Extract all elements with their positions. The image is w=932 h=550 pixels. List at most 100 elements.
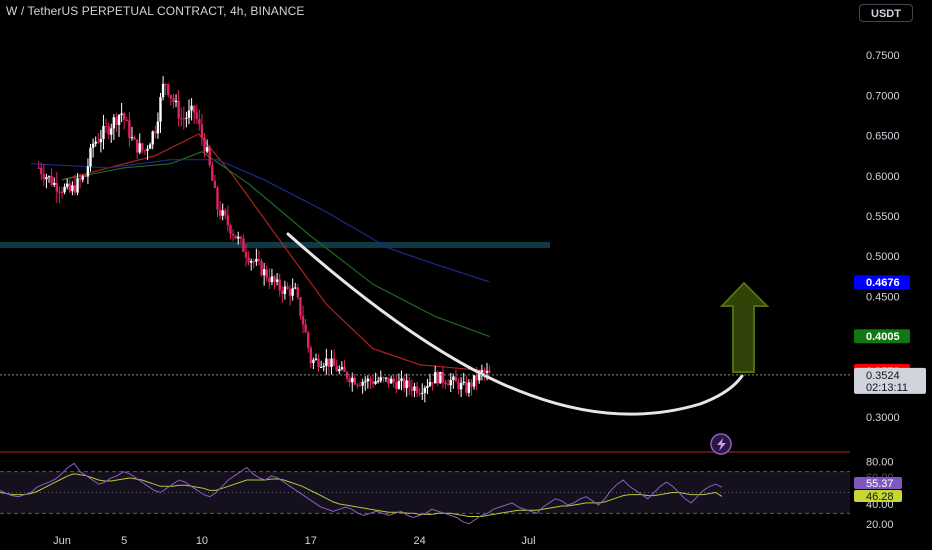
- candle-body: [211, 165, 214, 181]
- candle-body: [187, 110, 191, 118]
- candle-body: [104, 125, 108, 127]
- candle-body: [68, 183, 71, 192]
- candle-body: [86, 166, 90, 177]
- candle-body: [107, 126, 110, 135]
- candle-body: [112, 117, 116, 129]
- candle-body: [472, 375, 476, 387]
- candle-body: [428, 382, 432, 387]
- candle-body: [296, 287, 300, 298]
- candle-body: [332, 358, 336, 366]
- candle-body: [395, 382, 398, 389]
- candle-body: [376, 380, 380, 382]
- candle-body: [304, 324, 307, 333]
- candle-body: [275, 279, 279, 282]
- candle-body: [452, 376, 455, 381]
- candle-body: [195, 112, 198, 120]
- candle-body: [402, 378, 406, 389]
- candle-body: [325, 358, 328, 366]
- candle-body: [200, 124, 204, 138]
- price-tick-label: 0.5000: [866, 251, 900, 263]
- candle-body: [408, 380, 411, 388]
- candle-body: [198, 119, 201, 125]
- candle-body: [128, 120, 131, 139]
- candle-body: [133, 137, 136, 140]
- candle-body: [226, 215, 230, 226]
- candle-body: [229, 225, 232, 234]
- candle-body: [314, 358, 318, 360]
- candle-body: [364, 381, 367, 383]
- candle-body: [45, 177, 48, 180]
- candle-body: [156, 121, 160, 134]
- candle-body: [76, 178, 79, 193]
- moving-average-1: [61, 133, 490, 372]
- candle-body: [143, 150, 147, 152]
- candle-body: [400, 378, 403, 382]
- price-label-text: 0.4005: [866, 331, 900, 343]
- rsi-value-badge: [854, 477, 902, 489]
- candle-body: [247, 257, 250, 263]
- candle-body: [351, 377, 354, 383]
- candle-body: [413, 386, 416, 391]
- candle-body: [216, 187, 219, 210]
- candle-body: [73, 185, 77, 193]
- price-label-text: 0.4676: [866, 277, 900, 289]
- rsi-value-badge: [854, 490, 902, 502]
- candle-body: [288, 288, 292, 296]
- rsi-value-text: 46.28: [866, 491, 894, 503]
- candle-body: [338, 369, 341, 372]
- candle-body: [387, 377, 390, 384]
- candle-body: [299, 297, 302, 316]
- candle-body: [252, 260, 255, 262]
- rsi-line: [0, 462, 723, 525]
- price-tick-label: 0.5500: [866, 211, 900, 223]
- candle-body: [436, 372, 439, 384]
- candle-body: [50, 176, 53, 185]
- time-tick-label: 24: [414, 535, 426, 547]
- candle-body: [81, 176, 84, 180]
- candle-body: [382, 377, 385, 379]
- candle-body: [53, 182, 56, 185]
- candle-body: [459, 382, 463, 390]
- candle-body: [392, 378, 395, 383]
- candle-body: [177, 100, 180, 119]
- candle-body: [475, 375, 478, 381]
- candle-body: [465, 381, 468, 393]
- chart-title: W / TetherUS PERPETUAL CONTRACT, 4h, BIN…: [6, 4, 305, 18]
- support-level-line: [0, 241, 550, 248]
- candle-body: [117, 115, 121, 125]
- currency-button[interactable]: USDT: [859, 4, 913, 22]
- candle-body: [389, 378, 393, 384]
- candle-body: [478, 372, 481, 381]
- candle-body: [426, 386, 429, 388]
- candle-body: [125, 119, 128, 121]
- candle-body: [441, 371, 445, 383]
- candle-body: [167, 84, 170, 96]
- candle-body: [278, 279, 281, 291]
- candle-body: [361, 381, 364, 386]
- candle-body: [151, 131, 154, 145]
- candle-body: [65, 183, 69, 187]
- candle-body: [249, 260, 253, 263]
- candle-body: [397, 381, 401, 389]
- candle-body: [470, 382, 473, 387]
- candle-body: [190, 105, 193, 111]
- candle-body: [221, 210, 224, 216]
- candle-body: [174, 100, 178, 103]
- candle-body: [358, 385, 362, 387]
- candle-body: [231, 233, 235, 236]
- candle-body: [265, 269, 268, 278]
- time-tick-label: Jul: [521, 535, 535, 547]
- candle-body: [159, 97, 162, 122]
- candle-body: [237, 236, 240, 239]
- candle-body: [327, 358, 331, 367]
- candle-body: [55, 182, 59, 192]
- candle-body: [434, 372, 437, 384]
- candle-body: [415, 386, 419, 394]
- candle-body: [449, 380, 452, 386]
- up-arrow-annotation: [719, 281, 770, 373]
- candle-body: [421, 392, 424, 394]
- candle-body: [37, 167, 40, 169]
- candle-body: [257, 258, 261, 261]
- candle-body: [192, 105, 196, 113]
